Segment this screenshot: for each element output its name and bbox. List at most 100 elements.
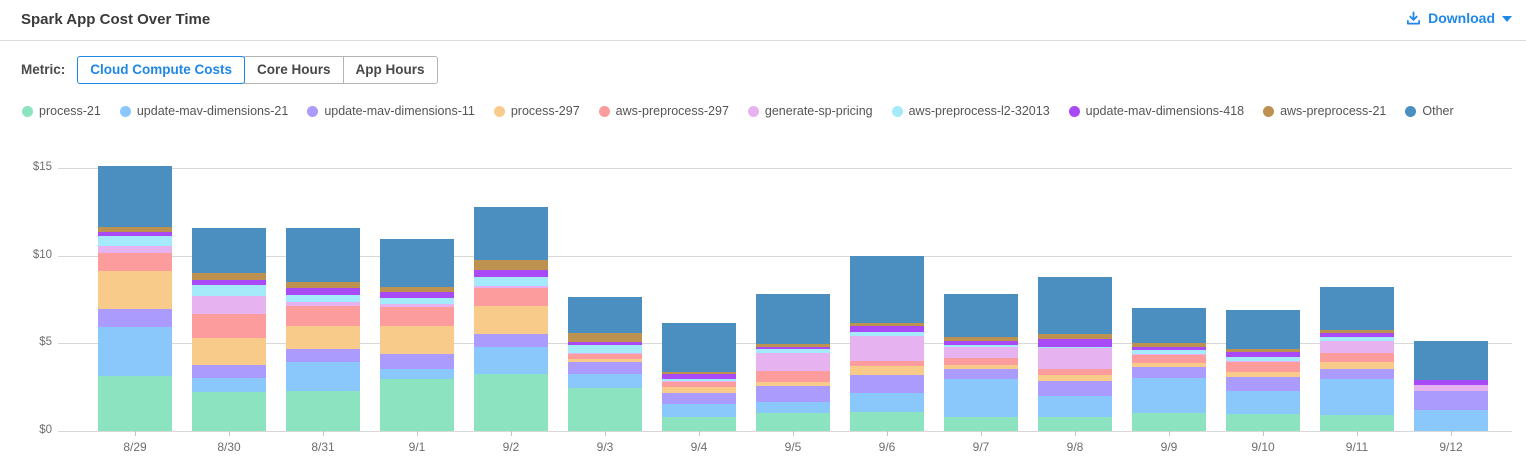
bar-segment-9-9-aws-preprocess-297[interactable] [1132,355,1206,364]
bar-segment-9-8-aws-preprocess-l2-32013[interactable] [1038,346,1112,349]
bar-segment-9-5-other[interactable] [756,294,830,344]
bar-segment-9-11-aws-preprocess-297[interactable] [1320,352,1394,363]
bar-segment-8-31-update-mav-dimensions-418[interactable] [286,287,360,295]
bar-segment-9-6-process-297[interactable] [850,365,924,376]
bar-segment-8-29-update-mav-dimensions-21[interactable] [98,327,172,377]
bar-segment-9-2-generate-sp-pricing[interactable] [474,286,548,288]
legend-item-aws-preprocess-21[interactable]: aws-preprocess-21 [1263,104,1386,118]
bar-segment-9-2-other[interactable] [474,206,548,260]
bar-segment-8-31-generate-sp-pricing[interactable] [286,301,360,307]
bar-segment-9-1-update-mav-dimensions-21[interactable] [380,369,454,379]
bar-segment-8-29-other[interactable] [98,166,172,227]
bar-segment-9-7-aws-preprocess-297[interactable] [944,357,1018,365]
bar-segment-8-31-aws-preprocess-21[interactable] [286,281,360,288]
bar-segment-9-1-other[interactable] [380,238,454,287]
bar-segment-9-6-other[interactable] [850,255,924,323]
legend-item-aws-preprocess-297[interactable]: aws-preprocess-297 [598,104,729,118]
bar-segment-8-30-aws-preprocess-l2-32013[interactable] [192,285,266,296]
bar-segment-9-11-aws-preprocess-21[interactable] [1320,329,1394,334]
bar-segment-9-10-other[interactable] [1226,309,1300,350]
legend-item-aws-preprocess-l2-32013[interactable]: aws-preprocess-l2-32013 [891,104,1050,118]
bar-segment-9-9-process-297[interactable] [1132,363,1206,367]
bar-segment-9-7-aws-preprocess-21[interactable] [944,336,1018,342]
bar-segment-9-5-update-mav-dimensions-418[interactable] [756,346,830,350]
bar-segment-8-29-aws-preprocess-l2-32013[interactable] [98,236,172,246]
bar-segment-9-3-aws-preprocess-l2-32013[interactable] [568,344,642,353]
bar-segment-9-10-aws-preprocess-21[interactable] [1226,349,1300,352]
metric-option-core-hours[interactable]: Core Hours [244,56,344,84]
bar-segment-9-8-generate-sp-pricing[interactable] [1038,348,1112,370]
bar-segment-9-4-process-297[interactable] [662,386,736,393]
bar-segment-8-29-aws-preprocess-297[interactable] [98,252,172,272]
bar-segment-8-29-process-21[interactable] [98,376,172,431]
bar-segment-9-11-process-297[interactable] [1320,362,1394,370]
bar-segment-9-1-process-21[interactable] [380,378,454,431]
bar-segment-9-1-generate-sp-pricing[interactable] [380,303,454,308]
bar-segment-9-5-aws-preprocess-l2-32013[interactable] [756,349,830,353]
bar-segment-9-5-aws-preprocess-21[interactable] [756,343,830,347]
bar-segment-9-5-update-mav-dimensions-21[interactable] [756,401,830,413]
bar-segment-9-9-update-mav-dimensions-418[interactable] [1132,346,1206,350]
legend-item-update-mav-dimensions-21[interactable]: update-mav-dimensions-21 [119,104,288,118]
bar-segment-9-2-process-297[interactable] [474,306,548,335]
bar-segment-8-30-update-mav-dimensions-11[interactable] [192,364,266,378]
bar-segment-9-4-process-21[interactable] [662,416,736,431]
bar-segment-9-6-aws-preprocess-21[interactable] [850,322,924,327]
bar-segment-9-9-process-21[interactable] [1132,413,1206,431]
bar-segment-9-4-update-mav-dimensions-418[interactable] [662,373,736,379]
bar-segment-9-3-process-21[interactable] [568,387,642,431]
bar-segment-9-9-aws-preprocess-21[interactable] [1132,343,1206,347]
bar-segment-9-10-update-mav-dimensions-11[interactable] [1226,377,1300,392]
bar-segment-9-6-update-mav-dimensions-418[interactable] [850,326,924,332]
bar-segment-8-31-aws-preprocess-l2-32013[interactable] [286,294,360,302]
bar-segment-9-7-update-mav-dimensions-11[interactable] [944,369,1018,379]
metric-option-cloud-compute-costs[interactable]: Cloud Compute Costs [77,56,246,84]
bar-segment-9-10-aws-preprocess-l2-32013[interactable] [1226,357,1300,361]
bar-segment-8-31-other[interactable] [286,227,360,282]
bar-segment-9-4-aws-preprocess-l2-32013[interactable] [662,378,736,381]
bar-segment-8-31-process-297[interactable] [286,326,360,350]
bar-segment-9-4-other[interactable] [662,322,736,372]
bar-segment-8-29-update-mav-dimensions-11[interactable] [98,308,172,328]
bar-segment-9-2-aws-preprocess-21[interactable] [474,259,548,270]
bar-segment-9-8-process-21[interactable] [1038,416,1112,431]
legend-item-generate-sp-pricing[interactable]: generate-sp-pricing [747,104,873,118]
bar-segment-9-10-process-21[interactable] [1226,413,1300,431]
bar-segment-9-1-aws-preprocess-21[interactable] [380,287,454,293]
bar-segment-9-1-aws-preprocess-297[interactable] [380,307,454,327]
bar-segment-9-5-update-mav-dimensions-11[interactable] [756,385,830,402]
bar-segment-9-4-generate-sp-pricing[interactable] [662,380,736,383]
bar-segment-9-8-update-mav-dimensions-11[interactable] [1038,380,1112,396]
bar-segment-9-8-update-mav-dimensions-418[interactable] [1038,338,1112,347]
bar-segment-8-30-process-21[interactable] [192,392,266,431]
bar-segment-9-4-aws-preprocess-21[interactable] [662,371,736,374]
bar-segment-8-30-generate-sp-pricing[interactable] [192,295,266,315]
bar-segment-9-10-update-mav-dimensions-418[interactable] [1226,351,1300,357]
bar-segment-9-8-aws-preprocess-21[interactable] [1038,334,1112,339]
bar-segment-9-11-generate-sp-pricing[interactable] [1320,341,1394,353]
legend-item-other[interactable]: Other [1405,104,1454,118]
bar-segment-9-6-aws-preprocess-l2-32013[interactable] [850,331,924,336]
bar-segment-9-10-generate-sp-pricing[interactable] [1226,360,1300,363]
bar-segment-9-3-process-297[interactable] [568,358,642,363]
bar-segment-8-31-update-mav-dimensions-11[interactable] [286,349,360,363]
bar-segment-8-30-other[interactable] [192,227,266,273]
legend-item-process-21[interactable]: process-21 [22,104,101,118]
bar-segment-9-7-process-21[interactable] [944,416,1018,431]
bar-segment-8-30-update-mav-dimensions-21[interactable] [192,378,266,392]
bar-segment-9-2-update-mav-dimensions-11[interactable] [474,334,548,348]
download-button[interactable]: Download [1406,10,1512,26]
bar-segment-9-7-aws-preprocess-l2-32013[interactable] [944,344,1018,348]
bar-segment-9-2-aws-preprocess-l2-32013[interactable] [474,277,548,287]
bar-segment-9-10-process-297[interactable] [1226,371,1300,378]
bar-segment-8-29-generate-sp-pricing[interactable] [98,245,172,253]
bar-segment-9-1-update-mav-dimensions-11[interactable] [380,354,454,370]
bar-segment-9-4-update-mav-dimensions-11[interactable] [662,392,736,405]
bar-segment-9-11-update-mav-dimensions-418[interactable] [1320,333,1394,337]
bar-segment-9-3-update-mav-dimensions-21[interactable] [568,373,642,388]
bar-segment-9-6-update-mav-dimensions-21[interactable] [850,392,924,413]
bar-segment-9-7-other[interactable] [944,294,1018,337]
bar-segment-9-9-generate-sp-pricing[interactable] [1132,354,1206,356]
bar-segment-9-9-update-mav-dimensions-21[interactable] [1132,378,1206,413]
bar-segment-9-4-aws-preprocess-297[interactable] [662,382,736,387]
